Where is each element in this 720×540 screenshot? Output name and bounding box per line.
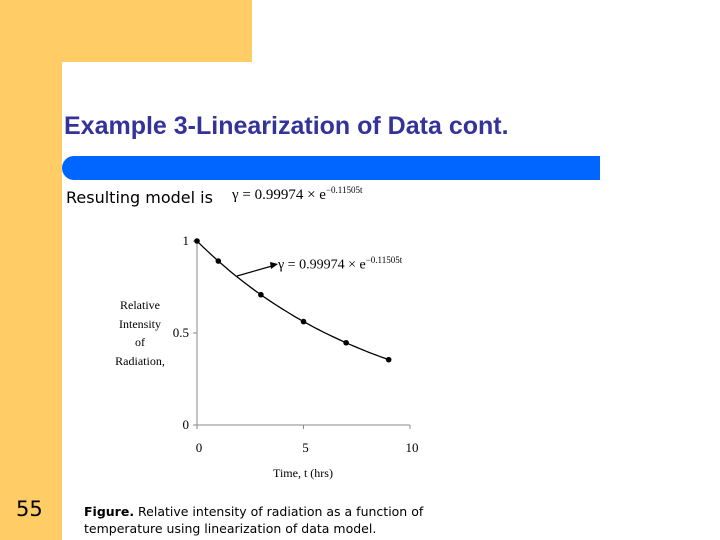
y-tick-label: 1 (183, 233, 190, 248)
y-tick-label: 0 (183, 417, 190, 432)
slide-number: 55 (16, 497, 43, 521)
figure-caption: Figure. Relative intensity of radiation … (84, 503, 444, 537)
y-tick-label: 0.5 (173, 325, 189, 340)
data-point (215, 258, 222, 264)
y-axis-label-line: Relative (120, 298, 160, 312)
annotation-arrow-line (236, 265, 273, 277)
equation-lhs: γ = 0.99974 × e (232, 187, 326, 203)
x-tick-label: 10 (406, 440, 419, 455)
annotation-arrow-head (270, 262, 278, 269)
annotation-equation-lhs: γ = 0.99974 × e (278, 257, 366, 273)
equation-exponent: −0.11505t (325, 185, 363, 195)
x-tick-label: 5 (302, 440, 309, 455)
chart-annotation-equation: γ = 0.99974 × e−0.11505t (278, 255, 402, 274)
data-point (385, 356, 392, 363)
data-point (194, 238, 200, 244)
x-axis-label: Time, t (hrs) (273, 466, 333, 480)
fitted-curve (196, 240, 389, 361)
caption-prefix: Figure. (84, 504, 135, 519)
caption-text: Relative intensity of radiation as a fun… (84, 504, 424, 536)
model-equation: γ = 0.99974 × e−0.11505t (232, 185, 362, 204)
y-axis-label-line: Intensity (119, 317, 161, 331)
data-point (300, 318, 307, 325)
data-point (343, 339, 349, 346)
intro-text: Resulting model is (66, 188, 213, 207)
background-top-band (0, 0, 252, 62)
title-underline-bar (62, 156, 600, 180)
y-axis-label-line: of (135, 335, 145, 349)
background-left-band (0, 0, 62, 540)
annotation-equation-exponent: −0.11505t (365, 255, 403, 265)
y-axis-label-line: Radiation, (115, 354, 165, 368)
slide-title: Example 3-Linearization of Data cont. (64, 112, 509, 140)
data-point (258, 291, 264, 298)
x-tick-label: 0 (196, 440, 203, 455)
